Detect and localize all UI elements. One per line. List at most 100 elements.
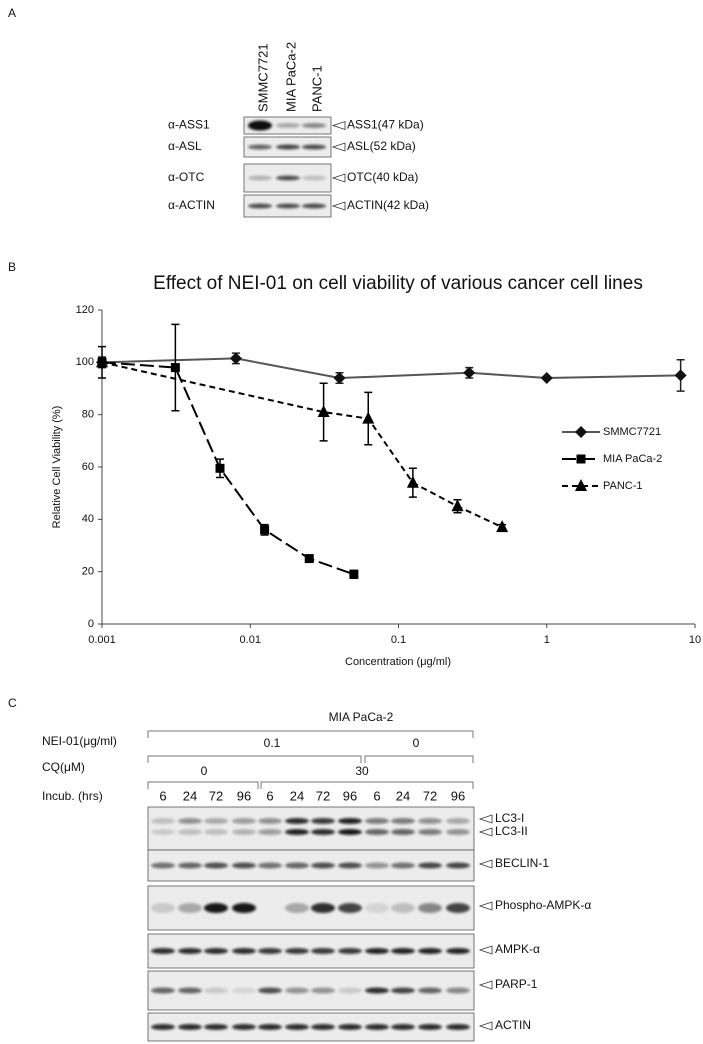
time-label: 96	[451, 788, 465, 803]
bracket	[147, 755, 362, 763]
panel-label: C	[8, 696, 17, 710]
series-line	[101, 357, 681, 380]
y-tick-label: 20	[82, 566, 94, 578]
marker	[362, 411, 375, 424]
band	[276, 175, 300, 181]
x-tick-label: 0.1	[391, 634, 406, 646]
protein-label: ACTIN	[495, 1018, 531, 1032]
time-label: 6	[266, 788, 273, 803]
band	[178, 1024, 202, 1030]
arrowhead	[478, 814, 493, 824]
row-label: Incub. (hrs)	[42, 789, 103, 803]
band	[365, 987, 389, 994]
band	[258, 862, 282, 869]
band	[151, 987, 175, 994]
time-label: 72	[316, 788, 330, 803]
band	[204, 818, 228, 824]
legend-label: SMMC7721	[603, 426, 661, 438]
band	[365, 829, 389, 835]
band	[418, 829, 442, 835]
antibody-label: α-ACTIN	[168, 198, 215, 212]
band	[446, 987, 470, 994]
band	[391, 903, 415, 913]
y-tick-label: 60	[82, 461, 94, 473]
band	[338, 829, 362, 835]
marker	[406, 475, 419, 488]
marker	[229, 352, 242, 365]
band	[204, 862, 228, 869]
time-label: 96	[237, 788, 251, 803]
band	[446, 1024, 470, 1030]
marker	[304, 554, 314, 564]
marker	[496, 520, 509, 533]
marker	[96, 355, 108, 368]
band	[248, 120, 272, 131]
marker	[317, 405, 330, 418]
time-label: 72	[423, 788, 437, 803]
panel-label: A	[8, 6, 16, 20]
marker	[349, 569, 359, 579]
bracket	[147, 730, 474, 738]
band	[418, 818, 442, 824]
group-label: 30	[355, 764, 369, 778]
antibody-label: α-ASS1	[168, 118, 210, 132]
band	[258, 987, 282, 994]
marker	[215, 463, 225, 473]
chart-title: Effect of NEI-01 on cell viability of va…	[153, 273, 643, 294]
band	[232, 818, 256, 824]
band	[204, 987, 228, 994]
band	[232, 862, 256, 869]
arrowhead	[478, 901, 493, 911]
band	[178, 948, 202, 954]
band	[391, 948, 415, 954]
bracket	[364, 755, 474, 763]
y-axis-label: Relative Cell Viability (%)	[51, 406, 63, 529]
marker	[575, 479, 587, 491]
arrowhead	[478, 945, 493, 955]
band	[311, 987, 335, 994]
blot-strip	[147, 806, 475, 851]
band	[446, 903, 470, 913]
marker	[576, 454, 586, 464]
y-tick-label: 80	[82, 409, 94, 421]
band	[285, 862, 309, 869]
marker	[170, 363, 180, 373]
protein-label: ASL(52 kDa)	[347, 139, 416, 153]
time-label: 6	[373, 788, 380, 803]
y-tick-label: 40	[82, 513, 94, 525]
bracket	[260, 781, 474, 789]
time-label: 96	[343, 788, 357, 803]
arrowhead	[478, 1021, 493, 1031]
y-tick-label: 120	[76, 304, 94, 316]
band	[276, 203, 300, 209]
band	[391, 862, 415, 869]
band	[365, 818, 389, 824]
cell-line: MIA PaCa-2	[329, 710, 394, 724]
band	[365, 948, 389, 954]
band	[232, 903, 256, 913]
band	[178, 987, 202, 994]
band	[311, 818, 335, 824]
protein-label: BECLIN-1	[495, 856, 549, 870]
band	[248, 203, 272, 209]
band	[418, 948, 442, 954]
marker	[575, 426, 587, 438]
row-label: CQ(μM)	[42, 760, 85, 774]
marker	[333, 372, 346, 385]
series-line	[101, 361, 503, 529]
arrowhead	[331, 173, 346, 183]
band	[338, 1024, 362, 1030]
marker	[463, 366, 476, 379]
row-label: NEI-01(μg/ml)	[42, 734, 117, 748]
band	[285, 818, 309, 824]
x-axis-label: Concentration (μg/ml)	[345, 656, 451, 668]
band	[302, 203, 326, 209]
band	[204, 829, 228, 835]
legend-label: PANC-1	[603, 480, 643, 492]
arrowhead	[331, 142, 346, 152]
protein-label: PARP-1	[495, 977, 538, 991]
bracket	[147, 781, 259, 789]
band	[446, 948, 470, 954]
band	[418, 1024, 442, 1030]
